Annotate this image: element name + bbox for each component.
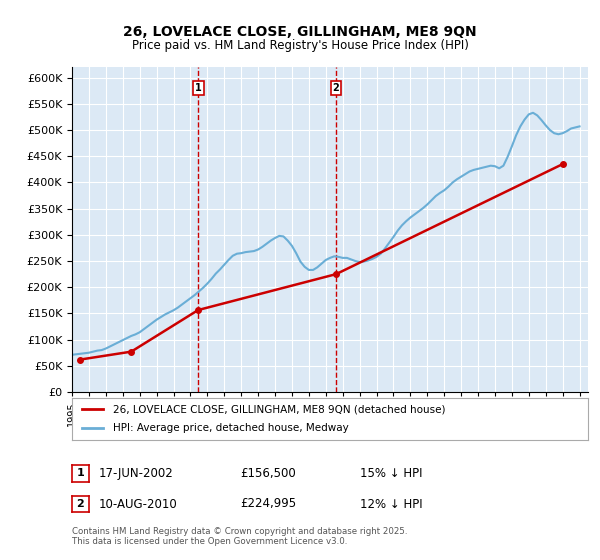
Text: 17-JUN-2002: 17-JUN-2002 <box>99 466 174 480</box>
Text: 12% ↓ HPI: 12% ↓ HPI <box>360 497 422 511</box>
Text: 10-AUG-2010: 10-AUG-2010 <box>99 497 178 511</box>
Text: 15% ↓ HPI: 15% ↓ HPI <box>360 466 422 480</box>
Text: Contains HM Land Registry data © Crown copyright and database right 2025.
This d: Contains HM Land Registry data © Crown c… <box>72 526 407 546</box>
Text: Price paid vs. HM Land Registry's House Price Index (HPI): Price paid vs. HM Land Registry's House … <box>131 39 469 52</box>
Text: £156,500: £156,500 <box>240 466 296 480</box>
Text: 2: 2 <box>333 83 340 93</box>
Text: 1: 1 <box>77 468 84 478</box>
Text: HPI: Average price, detached house, Medway: HPI: Average price, detached house, Medw… <box>113 423 349 433</box>
Text: 1: 1 <box>195 83 202 93</box>
Text: £224,995: £224,995 <box>240 497 296 511</box>
Text: 26, LOVELACE CLOSE, GILLINGHAM, ME8 9QN (detached house): 26, LOVELACE CLOSE, GILLINGHAM, ME8 9QN … <box>113 404 446 414</box>
Text: 2: 2 <box>77 499 84 509</box>
Text: 26, LOVELACE CLOSE, GILLINGHAM, ME8 9QN: 26, LOVELACE CLOSE, GILLINGHAM, ME8 9QN <box>123 25 477 39</box>
